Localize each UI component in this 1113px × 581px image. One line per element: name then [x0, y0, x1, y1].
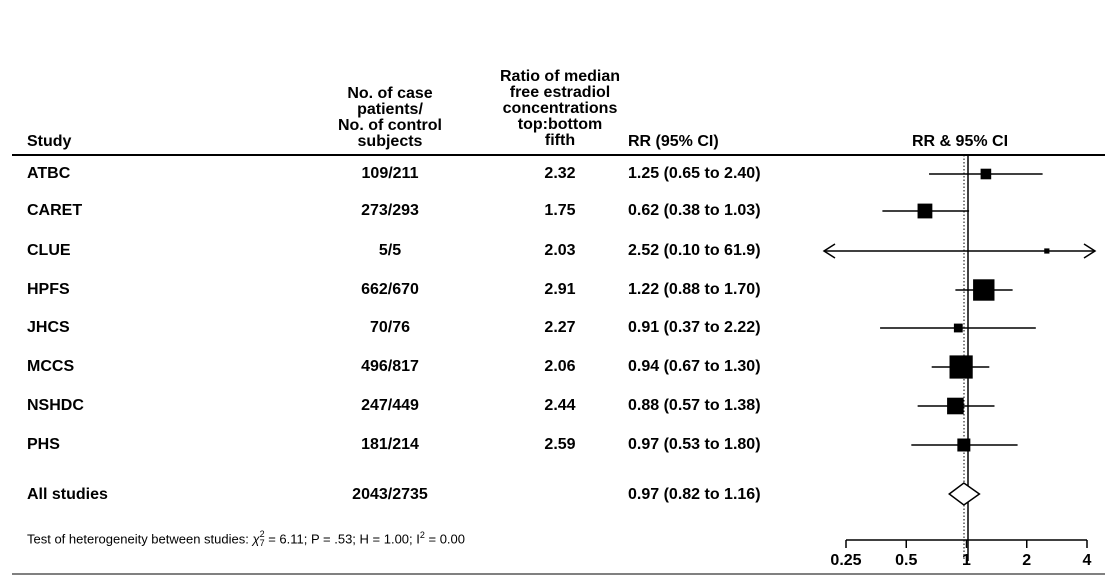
case-control-count: 247/449 — [361, 397, 419, 414]
study-name: PHS — [27, 436, 60, 453]
case-control-count: 662/670 — [361, 281, 419, 298]
estradiol-ratio: 2.03 — [544, 242, 576, 259]
study-name: JHCS — [27, 319, 70, 336]
estradiol-ratio: 1.75 — [544, 202, 576, 219]
rr-ci: 1.22 (0.88 to 1.70) — [628, 281, 761, 298]
point-estimate — [947, 397, 964, 415]
overall-name: All studies — [27, 486, 108, 503]
header-cases: No. of case patients/ No. of control sub… — [338, 85, 442, 150]
rr-ci: 0.94 (0.67 to 1.30) — [628, 358, 761, 375]
point-estimate — [980, 168, 992, 180]
x-tick-label: 0.5 — [895, 552, 918, 569]
study-name: NSHDC — [27, 397, 84, 414]
rr-ci: 1.25 (0.65 to 2.40) — [628, 165, 761, 182]
heterogeneity-note: Test of heterogeneity between studies: χ… — [27, 528, 466, 548]
case-control-count: 273/293 — [361, 202, 419, 219]
ci-arrow-left — [822, 243, 836, 259]
x-tick-label: 4 — [1082, 552, 1092, 569]
point-estimate — [917, 203, 933, 219]
ci-arrow-right — [1083, 243, 1097, 259]
x-tick-label: 1 — [962, 552, 971, 569]
overall-cases: 2043/2735 — [352, 486, 428, 503]
point-estimate — [953, 323, 963, 333]
rr-ci: 2.52 (0.10 to 61.9) — [628, 242, 761, 259]
rr-ci: 0.62 (0.38 to 1.03) — [628, 202, 761, 219]
estradiol-ratio: 2.91 — [544, 281, 576, 298]
case-control-count: 70/76 — [369, 319, 411, 336]
rr-ci: 0.97 (0.53 to 1.80) — [628, 436, 761, 453]
study-name: CLUE — [27, 242, 71, 259]
estradiol-ratio: 2.32 — [544, 165, 576, 182]
overall-rr-ci: 0.97 (0.82 to 1.16) — [628, 486, 761, 503]
estradiol-ratio: 2.27 — [544, 319, 576, 336]
point-estimate — [973, 279, 995, 301]
header-ratio: Ratio of median free estradiol concentra… — [499, 68, 620, 149]
point-estimate — [1044, 248, 1050, 254]
case-control-count: 181/214 — [361, 436, 419, 453]
study-name: HPFS — [27, 281, 70, 298]
point-estimate — [957, 438, 971, 452]
overall-diamond — [948, 482, 981, 506]
estradiol-ratio: 2.59 — [544, 436, 576, 453]
study-name: CARET — [27, 202, 83, 219]
estradiol-ratio: 2.06 — [544, 358, 576, 375]
estradiol-ratio: 2.44 — [544, 397, 576, 414]
x-tick-label: 2 — [1022, 552, 1032, 569]
study-name: ATBC — [27, 165, 71, 182]
rr-ci: 0.88 (0.57 to 1.38) — [628, 397, 761, 414]
header-study: Study — [27, 133, 72, 150]
header-plot: RR & 95% CI — [911, 133, 1009, 150]
rr-ci: 0.91 (0.37 to 2.22) — [628, 319, 761, 336]
header-rr: RR (95% CI) — [628, 133, 719, 150]
study-name: MCCS — [27, 358, 75, 375]
x-tick-label: 0.25 — [830, 552, 862, 569]
point-estimate — [949, 355, 973, 379]
case-control-count: 109/211 — [361, 165, 419, 182]
case-control-count: 5/5 — [378, 242, 402, 259]
case-control-count: 496/817 — [361, 358, 419, 375]
